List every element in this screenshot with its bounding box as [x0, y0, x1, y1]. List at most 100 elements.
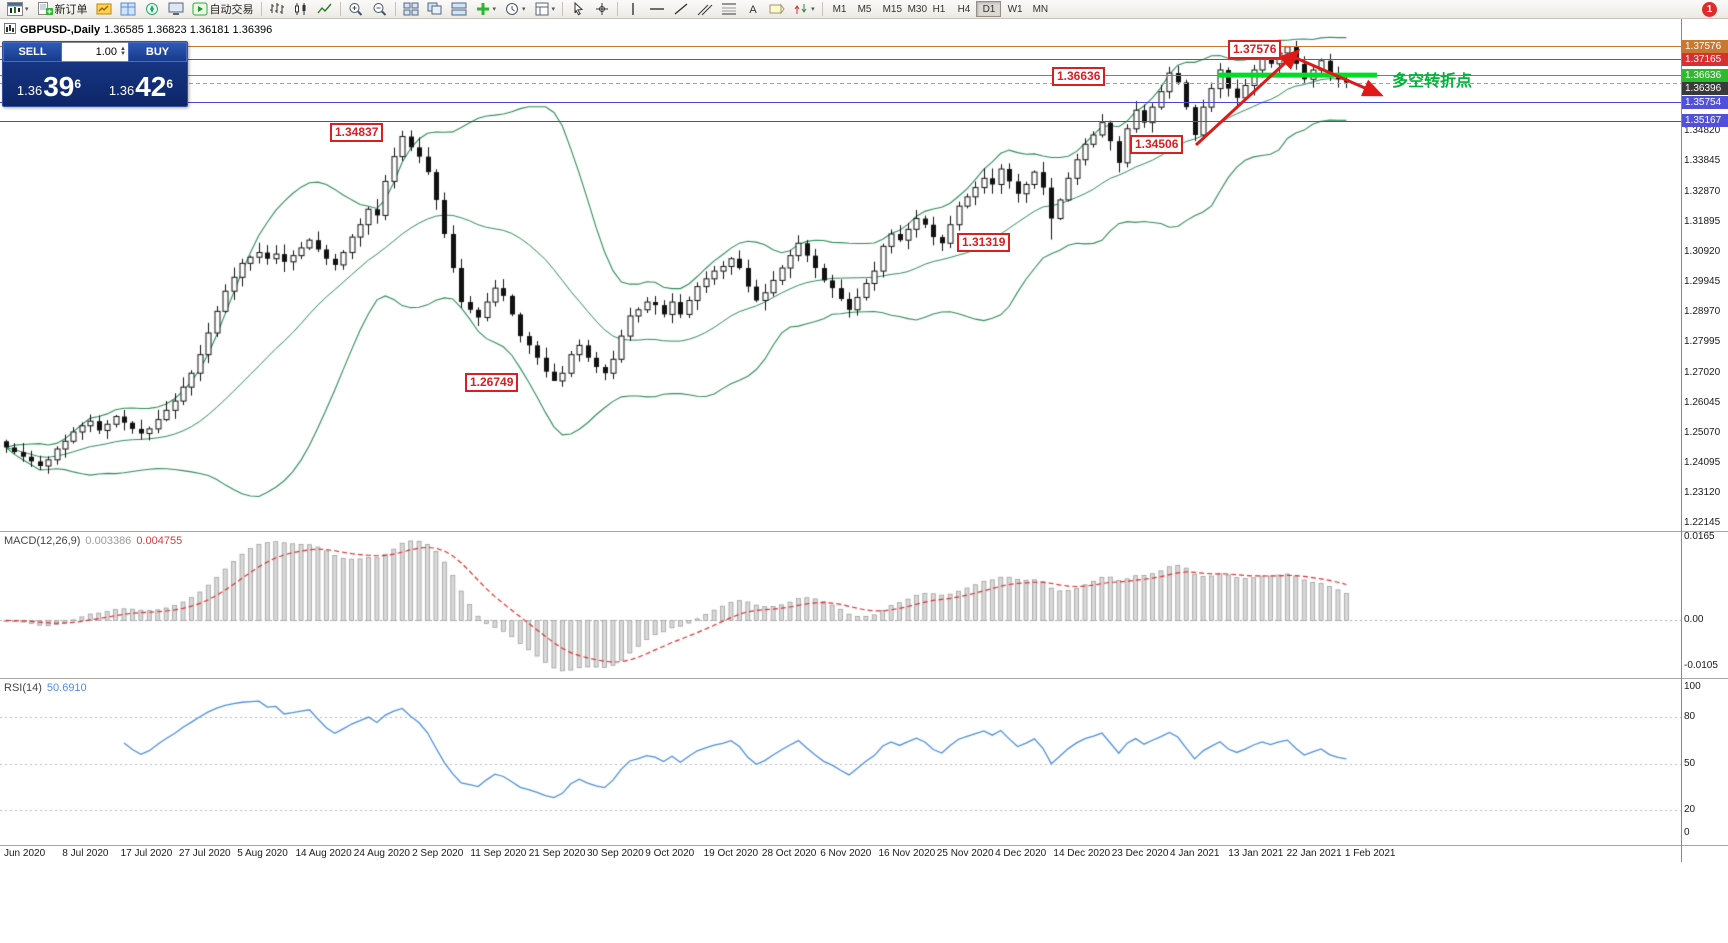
- text-label-icon: [769, 2, 785, 16]
- chart-window: GBPUSD-,Daily 1.36585 1.36823 1.36181 1.…: [0, 19, 1728, 943]
- price-chart-canvas[interactable]: [0, 19, 1681, 531]
- text-label-button[interactable]: [765, 1, 789, 18]
- autotrading-icon: [192, 2, 208, 16]
- arrows-icon: [793, 2, 809, 16]
- date-axis-label: 19 Oct 2020: [703, 848, 759, 859]
- panel-separator[interactable]: [0, 531, 1728, 532]
- terminal-button[interactable]: [164, 1, 188, 18]
- price-scale-label: 1.30920: [1684, 245, 1721, 257]
- toolbar-separator: [260, 2, 262, 16]
- arrange-windows-icon: [451, 2, 467, 16]
- buy-price[interactable]: 1.36 42 6: [108, 71, 174, 102]
- new-chart-button[interactable]: ▾: [3, 1, 33, 18]
- price-scale-label: 1.25070: [1684, 426, 1721, 438]
- price-annotation[interactable]: 1.31319: [957, 233, 1011, 252]
- periods-icon: [504, 2, 520, 16]
- text-button[interactable]: A: [741, 1, 765, 18]
- price-scale-label: 1.27020: [1684, 366, 1721, 378]
- zoom-in-button[interactable]: [344, 1, 368, 18]
- symbol-title: GBPUSD-,Daily 1.36585 1.36823 1.36181 1.…: [4, 23, 272, 37]
- templates-caret-icon[interactable]: ▾: [551, 6, 556, 13]
- date-axis-label: 11 Sep 2020: [470, 848, 527, 859]
- volume-down-icon[interactable]: ▼: [120, 51, 126, 57]
- periods-caret-icon[interactable]: ▾: [522, 6, 526, 13]
- volume-value: 1.00: [95, 46, 118, 58]
- price-scale-label: 1.26045: [1684, 396, 1721, 408]
- timeframe-mn-button[interactable]: MN: [1026, 1, 1051, 17]
- price-annotation[interactable]: 1.34837: [330, 123, 384, 142]
- rsi-panel-canvas[interactable]: [0, 679, 1681, 845]
- new-order-button[interactable]: 新订单: [33, 1, 92, 18]
- timeframe-h4-button[interactable]: H4: [951, 1, 976, 17]
- price-scale-label: 1.33845: [1684, 155, 1721, 167]
- macd-panel-canvas[interactable]: [0, 532, 1681, 678]
- cursor-icon: [570, 2, 586, 16]
- indicators-caret-icon[interactable]: ▾: [492, 6, 497, 13]
- sell-price[interactable]: 1.36 39 6: [16, 71, 82, 102]
- periods-button[interactable]: ▾: [500, 1, 530, 18]
- notification-badge[interactable]: 1: [1702, 1, 1717, 17]
- timeframe-m15-button[interactable]: M15: [876, 1, 902, 17]
- scale-separator: [1681, 19, 1682, 862]
- rsi-scale-label: 20: [1684, 803, 1696, 815]
- rsi-scale-label: 0: [1684, 827, 1690, 838]
- macd-label: MACD(12,26,9) 0.003386 0.004755: [4, 535, 183, 547]
- equidistant-channel-button[interactable]: [693, 1, 717, 18]
- navigator-button[interactable]: [140, 1, 164, 18]
- buy-button[interactable]: BUY: [128, 42, 187, 62]
- price-scale-label: 1.34820: [1684, 125, 1721, 137]
- timeframe-m30-button[interactable]: M30: [901, 1, 927, 17]
- zoom-out-button[interactable]: [368, 1, 392, 18]
- fibonacci-button[interactable]: [717, 1, 741, 18]
- panel-separator[interactable]: [0, 678, 1728, 679]
- new-chart-caret-icon[interactable]: ▾: [25, 6, 29, 13]
- bull-bear-turning-point-note[interactable]: 多空转折点: [1392, 73, 1473, 90]
- price-annotation[interactable]: 1.26749: [465, 373, 519, 392]
- horizontal-line-icon: [649, 2, 665, 16]
- horizontal-line-button[interactable]: [645, 1, 669, 18]
- zoom-out-icon: [372, 2, 388, 16]
- chart-icon: [4, 23, 16, 37]
- line-chart-mode-button[interactable]: [313, 1, 337, 18]
- timeframe-m1-button[interactable]: M1: [826, 1, 851, 17]
- indicators-button[interactable]: ▾: [471, 1, 501, 18]
- crosshair-button[interactable]: [590, 1, 614, 18]
- price-scale-label: 1.32870: [1684, 185, 1721, 197]
- price-annotation[interactable]: 1.34506: [1130, 135, 1184, 154]
- panel-separator: [0, 845, 1728, 846]
- date-axis-label: 28 Oct 2020: [761, 848, 817, 859]
- trendline-button[interactable]: [669, 1, 693, 18]
- new-chart-icon: [7, 2, 23, 16]
- arrange-windows-button[interactable]: [447, 1, 471, 18]
- bar-chart-mode-button[interactable]: [265, 1, 289, 18]
- arrows-button[interactable]: ▾: [789, 1, 819, 18]
- volume-up-icon[interactable]: ▲: [120, 46, 126, 52]
- date-axis-label: 4 Dec 2020: [995, 848, 1047, 859]
- date-axis-label: 22 Jan 2021: [1286, 848, 1342, 859]
- templates-button[interactable]: ▾: [530, 1, 560, 18]
- symbol-name: GBPUSD-,Daily: [20, 24, 101, 36]
- timeframe-w1-button[interactable]: W1: [1001, 1, 1026, 17]
- autotrading-button[interactable]: 自动交易: [188, 1, 258, 18]
- sell-button[interactable]: SELL: [3, 42, 62, 62]
- data-window-button[interactable]: [116, 1, 140, 18]
- tile-windows-button[interactable]: [399, 1, 423, 18]
- date-axis-label: 1 Feb 2021: [1344, 848, 1396, 859]
- timeframe-d1-button[interactable]: D1: [975, 1, 1001, 17]
- price-annotation[interactable]: 1.37576: [1228, 40, 1282, 59]
- vertical-line-button[interactable]: [621, 1, 645, 18]
- date-axis-label: Jun 2020: [4, 848, 46, 859]
- date-axis-label: 24 Aug 2020: [353, 848, 410, 859]
- macd-scale-label: 0.0165: [1684, 531, 1715, 543]
- volume-field[interactable]: 1.00 ▲ ▼: [62, 42, 128, 62]
- market-watch-button[interactable]: [92, 1, 116, 18]
- cascade-windows-button[interactable]: [423, 1, 447, 18]
- date-axis-label: 27 Jul 2020: [178, 848, 231, 859]
- cursor-button[interactable]: [566, 1, 590, 18]
- rsi-scale-label: 80: [1684, 711, 1696, 723]
- timeframe-h1-button[interactable]: H1: [926, 1, 951, 17]
- arrows-caret-icon[interactable]: ▾: [811, 6, 815, 13]
- timeframe-m5-button[interactable]: M5: [851, 1, 876, 17]
- price-annotation[interactable]: 1.36636: [1052, 67, 1106, 86]
- candlestick-mode-button[interactable]: [289, 1, 313, 18]
